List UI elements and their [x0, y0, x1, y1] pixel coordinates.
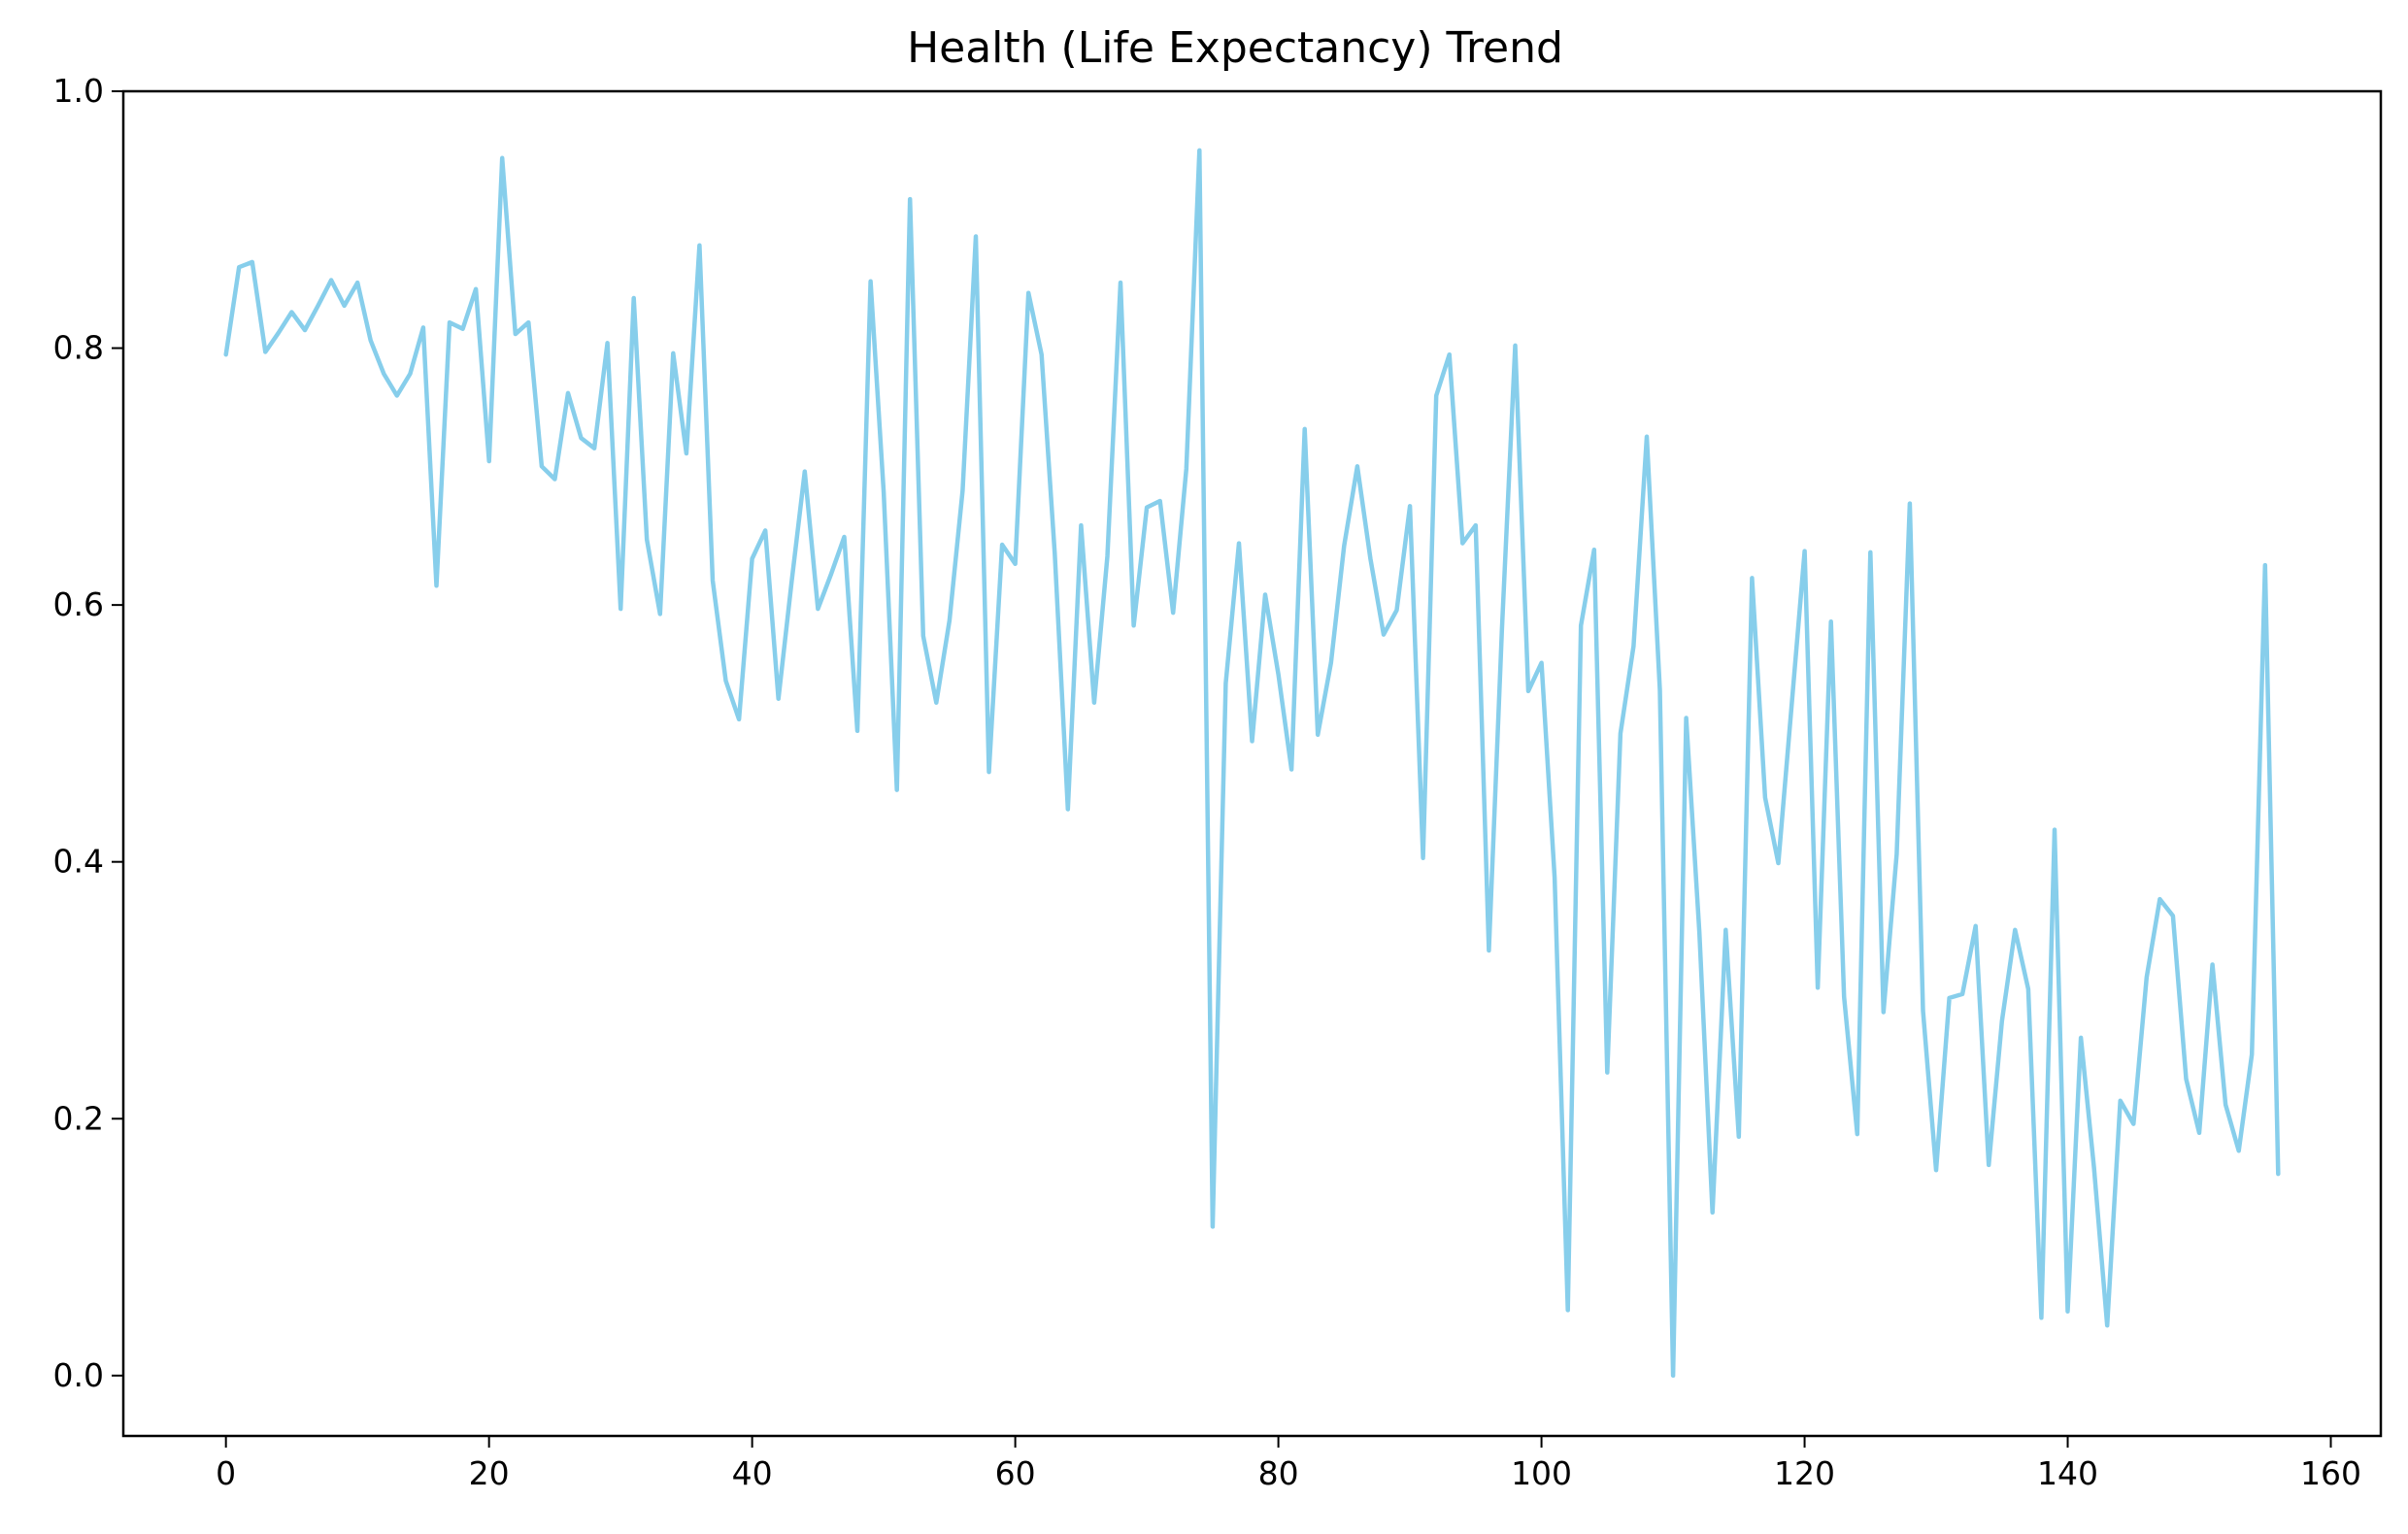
x-tick-label: 160 — [2300, 1454, 2361, 1492]
y-axis: 0.0 0.2 0.4 0.6 0.8 1.0 — [53, 72, 123, 1394]
series-layer — [223, 148, 2281, 1379]
y-tick-label: 0.2 — [53, 1099, 104, 1137]
x-tick-label: 100 — [1511, 1454, 1572, 1492]
y-tick-label: 0.6 — [53, 585, 104, 623]
chart-title: Health (Life Expectancy) Trend — [907, 23, 1563, 73]
y-tick-label: 0.0 — [53, 1356, 104, 1394]
y-tick-label: 1.0 — [53, 72, 104, 110]
x-tick-label: 40 — [732, 1454, 773, 1492]
x-tick-label: 120 — [1774, 1454, 1835, 1492]
x-axis: 0 20 40 60 80 100 120 140 160 — [216, 1436, 2361, 1492]
x-tick-label: 80 — [1258, 1454, 1299, 1492]
x-tick-label: 0 — [216, 1454, 236, 1492]
y-tick-label: 0.4 — [53, 843, 104, 881]
plot-area-frame — [121, 89, 2383, 1438]
x-tick-label: 140 — [2037, 1454, 2098, 1492]
x-tick-label: 60 — [995, 1454, 1036, 1492]
x-tick-label: 20 — [469, 1454, 510, 1492]
series-line-0 — [223, 148, 2281, 1379]
y-tick-label: 0.8 — [53, 329, 104, 367]
